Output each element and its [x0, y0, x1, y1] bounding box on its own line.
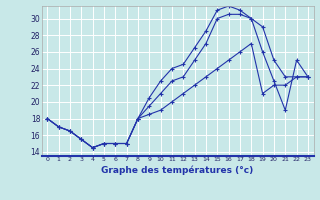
X-axis label: Graphe des températures (°c): Graphe des températures (°c) [101, 165, 254, 175]
